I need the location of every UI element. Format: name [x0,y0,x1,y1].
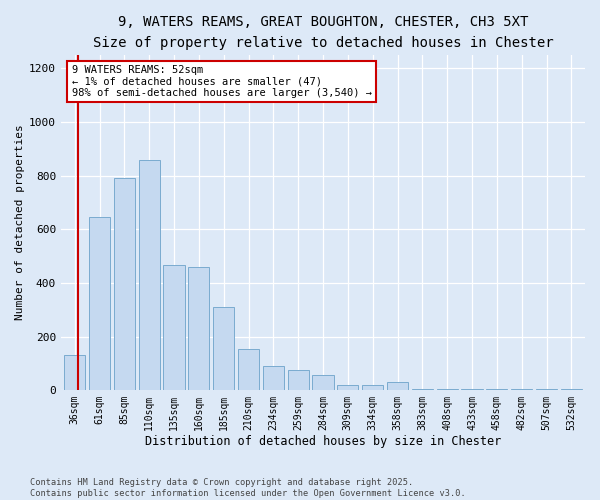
Bar [536,389,557,390]
Bar [213,307,234,390]
Bar [238,348,259,390]
Bar [437,389,458,390]
Text: 9 WATERS REAMS: 52sqm
← 1% of detached houses are smaller (47)
98% of semi-detac: 9 WATERS REAMS: 52sqm ← 1% of detached h… [71,65,371,98]
Title: 9, WATERS REAMS, GREAT BOUGHTON, CHESTER, CH3 5XT
Size of property relative to d: 9, WATERS REAMS, GREAT BOUGHTON, CHESTER… [93,15,553,50]
Bar [412,389,433,390]
Bar [188,267,209,390]
Bar [139,160,160,390]
Bar [337,385,358,390]
Bar [387,382,408,390]
Bar [461,389,482,390]
Bar [163,266,185,390]
Y-axis label: Number of detached properties: Number of detached properties [15,124,25,320]
Bar [313,376,334,390]
Bar [89,217,110,390]
Bar [561,389,582,390]
Bar [511,389,532,390]
Bar [362,385,383,390]
Bar [287,370,309,390]
Bar [263,366,284,390]
X-axis label: Distribution of detached houses by size in Chester: Distribution of detached houses by size … [145,434,501,448]
Bar [114,178,135,390]
Text: Contains HM Land Registry data © Crown copyright and database right 2025.
Contai: Contains HM Land Registry data © Crown c… [30,478,466,498]
Bar [486,389,508,390]
Bar [64,356,85,390]
